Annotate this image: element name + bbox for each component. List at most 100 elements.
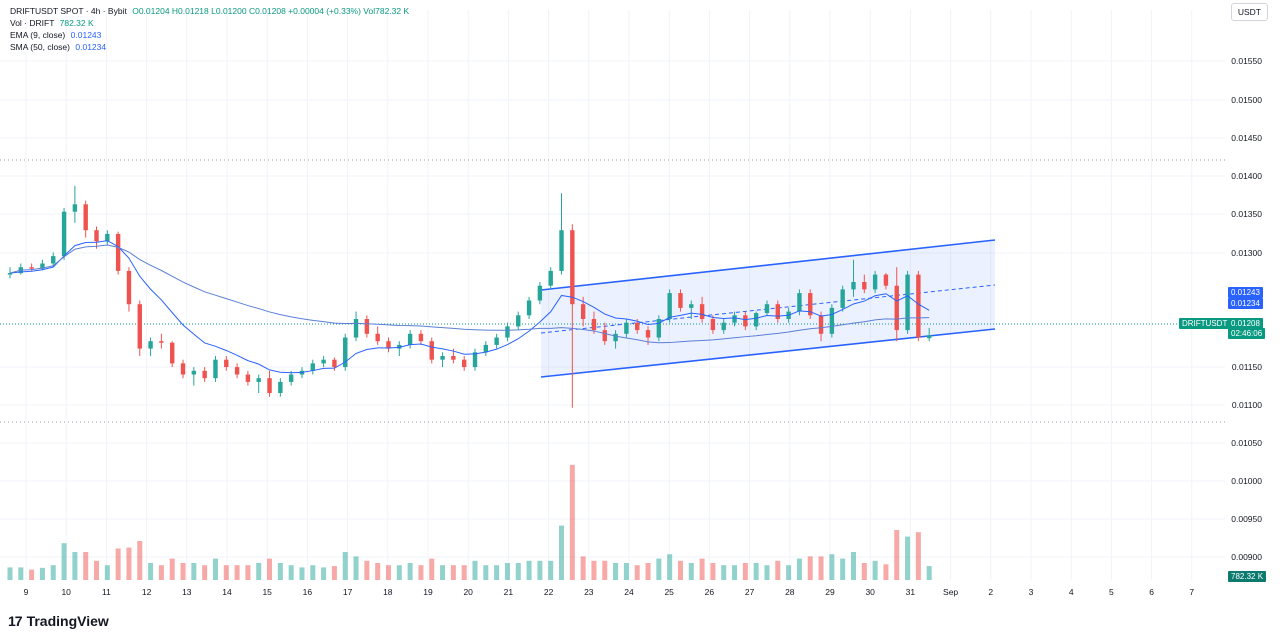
candle[interactable]: [440, 356, 445, 360]
time-tick-label: 25: [664, 587, 674, 597]
candle[interactable]: [83, 204, 88, 231]
sma-line[interactable]: [9, 244, 930, 344]
candle[interactable]: [851, 282, 856, 290]
candle[interactable]: [386, 341, 391, 349]
candle[interactable]: [743, 315, 748, 327]
candle[interactable]: [451, 356, 456, 360]
candle[interactable]: [624, 322, 629, 334]
candle[interactable]: [494, 337, 499, 345]
candle[interactable]: [343, 337, 348, 368]
candle[interactable]: [418, 333, 424, 342]
symbol-title[interactable]: DRIFTUSDT SPOT · 4h · Bybit: [10, 6, 127, 16]
candle[interactable]: [94, 230, 99, 242]
candle[interactable]: [613, 333, 618, 342]
volume-bar: [559, 525, 565, 580]
candle[interactable]: [602, 330, 607, 342]
candle[interactable]: [321, 359, 326, 364]
candle[interactable]: [656, 319, 662, 338]
candle[interactable]: [115, 233, 121, 271]
candle[interactable]: [570, 230, 575, 305]
candle[interactable]: [818, 315, 824, 334]
candle[interactable]: [61, 211, 67, 257]
sma-legend[interactable]: SMA (50, close) 0.01234: [10, 41, 409, 53]
candle[interactable]: [721, 322, 726, 331]
candle[interactable]: [429, 341, 434, 360]
volume-bar: [613, 563, 619, 580]
candle[interactable]: [202, 370, 207, 379]
candle[interactable]: [548, 270, 553, 286]
candle[interactable]: [267, 378, 272, 393]
tradingview-logo[interactable]: 17 TradingView: [8, 613, 109, 629]
candle[interactable]: [483, 344, 489, 353]
candle[interactable]: [105, 233, 110, 242]
candle[interactable]: [797, 293, 802, 312]
candle[interactable]: [862, 282, 867, 290]
candle[interactable]: [635, 322, 640, 331]
candle[interactable]: [180, 363, 186, 375]
candle[interactable]: [256, 378, 261, 382]
candle[interactable]: [829, 307, 835, 334]
candle[interactable]: [288, 374, 294, 382]
ema-line[interactable]: [9, 240, 930, 374]
candle[interactable]: [526, 300, 532, 316]
candle[interactable]: [353, 319, 359, 338]
candle[interactable]: [699, 304, 705, 319]
candle[interactable]: [159, 341, 164, 343]
candle[interactable]: [775, 304, 780, 319]
candle[interactable]: [29, 267, 34, 269]
candle[interactable]: [580, 304, 586, 319]
candle[interactable]: [689, 304, 694, 308]
candle[interactable]: [732, 315, 737, 323]
candle[interactable]: [808, 293, 813, 316]
candle[interactable]: [764, 304, 770, 314]
candle[interactable]: [753, 313, 759, 327]
candle[interactable]: [537, 285, 543, 301]
candle[interactable]: [667, 293, 672, 319]
currency-button[interactable]: USDT: [1230, 3, 1268, 21]
candle[interactable]: [397, 344, 402, 349]
volume-bar: [310, 565, 316, 580]
candle[interactable]: [559, 230, 564, 271]
candle[interactable]: [170, 342, 175, 364]
candle[interactable]: [213, 359, 218, 379]
candle[interactable]: [278, 381, 283, 393]
channel-upper-line[interactable]: [540, 239, 996, 291]
candle[interactable]: [516, 315, 521, 327]
candle[interactable]: [72, 204, 78, 212]
candle[interactable]: [883, 274, 889, 286]
candle[interactable]: [505, 326, 510, 338]
volume-bar: [321, 567, 327, 580]
candle[interactable]: [137, 304, 142, 349]
candle[interactable]: [894, 285, 899, 331]
volume-legend[interactable]: Vol · DRIFT 782.32 K: [10, 17, 409, 29]
candle[interactable]: [710, 319, 716, 331]
candle[interactable]: [678, 293, 683, 308]
candle[interactable]: [926, 335, 932, 339]
ema-legend[interactable]: EMA (9, close) 0.01243: [10, 29, 409, 41]
candle[interactable]: [245, 374, 251, 382]
candle[interactable]: [224, 359, 229, 368]
candle[interactable]: [840, 289, 845, 308]
candle[interactable]: [472, 352, 478, 368]
candle[interactable]: [51, 256, 56, 264]
candle[interactable]: [916, 274, 921, 338]
candle[interactable]: [905, 274, 910, 331]
candle[interactable]: [461, 359, 467, 368]
candle[interactable]: [645, 330, 651, 338]
candle[interactable]: [364, 319, 370, 334]
candle[interactable]: [332, 359, 337, 368]
candle[interactable]: [310, 363, 315, 371]
candle[interactable]: [872, 274, 878, 290]
candle[interactable]: [126, 270, 132, 305]
candle[interactable]: [7, 273, 13, 275]
candle[interactable]: [375, 333, 380, 342]
candle[interactable]: [591, 319, 597, 331]
candle[interactable]: [40, 263, 45, 269]
candle[interactable]: [234, 367, 240, 375]
time-tick-label: 30: [865, 587, 875, 597]
candle[interactable]: [148, 341, 153, 349]
candle[interactable]: [407, 333, 413, 345]
candle[interactable]: [191, 370, 197, 375]
